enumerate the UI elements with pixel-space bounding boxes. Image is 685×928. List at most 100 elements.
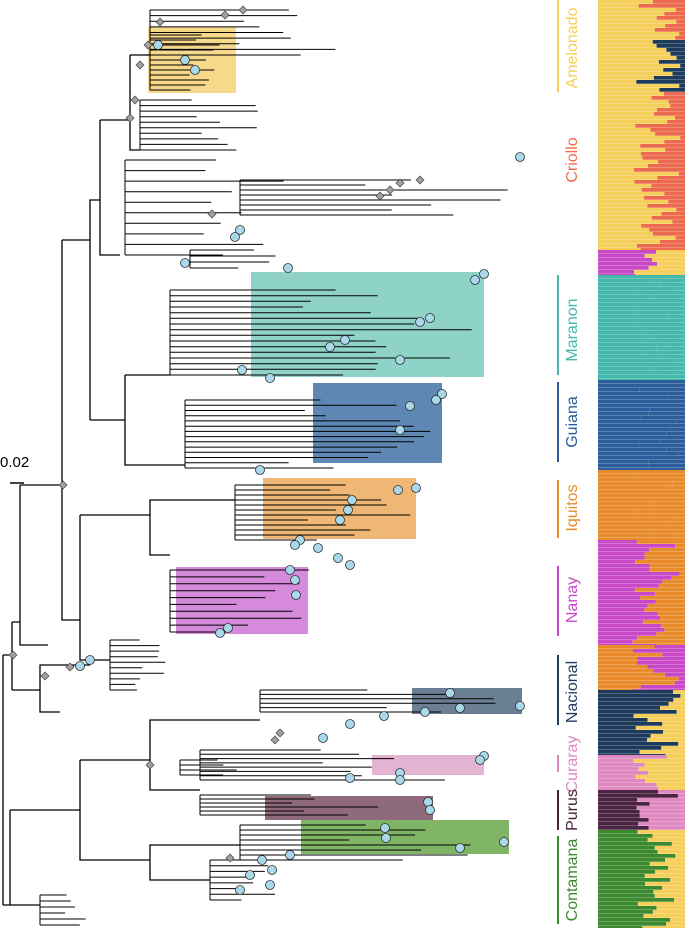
label-amelonado: Amelonado bbox=[564, 7, 581, 88]
ancestry-bar-secondary bbox=[670, 918, 685, 922]
ancestry-bar-secondary bbox=[653, 76, 685, 80]
tip-node-marker bbox=[318, 733, 328, 743]
ancestry-bar-primary bbox=[598, 200, 669, 204]
ancestry-bar-primary bbox=[598, 544, 676, 548]
ancestry-bar-primary bbox=[598, 814, 640, 818]
ancestry-bar-secondary bbox=[652, 232, 685, 236]
ancestry-bar-primary bbox=[598, 706, 661, 710]
ancestry-bar-secondary bbox=[648, 266, 685, 270]
ancestry-bar-secondary bbox=[647, 604, 685, 608]
ancestry-bar-secondary bbox=[654, 279, 685, 283]
ancestry-bar-primary bbox=[598, 886, 663, 890]
ancestry-bar-primary bbox=[598, 718, 648, 722]
ancestry-bar-primary bbox=[598, 661, 637, 665]
ancestry-bar-secondary bbox=[640, 596, 685, 600]
ancestry-bar-secondary bbox=[637, 661, 685, 665]
ancestry-bar-primary bbox=[598, 806, 637, 810]
tip-node-marker bbox=[455, 703, 465, 713]
label-purus: Purus bbox=[564, 789, 581, 831]
tip-node-marker bbox=[75, 661, 85, 671]
ancestry-bar-primary bbox=[598, 244, 637, 248]
ancestry-bar-secondary bbox=[648, 412, 685, 416]
tip-node-marker bbox=[437, 389, 447, 399]
ancestry-bar-secondary bbox=[664, 92, 685, 96]
ancestry-bar-primary bbox=[598, 665, 648, 669]
ancestry-bar-primary bbox=[598, 156, 643, 160]
clade-box-guiana bbox=[313, 383, 442, 463]
ancestry-bar-secondary bbox=[661, 212, 685, 216]
ancestry-bar-secondary bbox=[651, 96, 685, 100]
ancestry-bar-primary bbox=[598, 400, 679, 404]
bootstrap-diamond-markers bbox=[8, 5, 425, 863]
ancestry-bar-primary bbox=[598, 347, 657, 351]
ancestry-bar-primary bbox=[598, 596, 641, 600]
ancestry-bar-secondary bbox=[637, 830, 685, 834]
ancestry-bar-secondary bbox=[643, 351, 685, 355]
tip-node-marker bbox=[395, 355, 405, 365]
clade-highlights bbox=[148, 27, 522, 854]
ancestry-bar-primary bbox=[598, 32, 680, 36]
ancestry-bar-primary bbox=[598, 910, 653, 914]
ancestry-bar-primary bbox=[598, 834, 653, 838]
ancestry-bar-primary bbox=[598, 140, 665, 144]
ancestry-bar-primary bbox=[598, 100, 669, 104]
ancestry-bar-primary bbox=[598, 299, 644, 303]
ancestry-bar-secondary bbox=[676, 56, 685, 60]
ancestry-bar-secondary bbox=[639, 814, 685, 818]
ancestry-bar-secondary bbox=[654, 592, 685, 596]
ancestry-bar-secondary bbox=[658, 490, 685, 494]
ancestry-bar-secondary bbox=[634, 180, 685, 184]
ancestry-bar-primary bbox=[598, 291, 638, 295]
scale-bar: 0.02 bbox=[0, 454, 29, 484]
ancestry-bar-primary bbox=[598, 775, 636, 779]
diamond-node-marker bbox=[135, 60, 145, 70]
ancestry-bar-secondary bbox=[656, 632, 685, 636]
ancestry-bar-primary bbox=[598, 204, 648, 208]
ancestry-bar-secondary bbox=[634, 307, 685, 311]
ancestry-bar-secondary bbox=[652, 295, 685, 299]
ancestry-bar-secondary bbox=[671, 375, 685, 379]
diamond-node-marker bbox=[145, 760, 155, 770]
ancestry-bar-primary bbox=[598, 600, 656, 604]
ancestry-bar-secondary bbox=[668, 522, 685, 526]
label-criollo: Criollo bbox=[564, 137, 581, 182]
clade-box-nanay bbox=[176, 567, 308, 634]
ancestry-bar-primary bbox=[598, 794, 678, 798]
ancestry-bar-primary bbox=[598, 440, 661, 444]
tip-node-marker bbox=[291, 590, 301, 600]
ancestry-bar-primary bbox=[598, 184, 652, 188]
diamond-node-marker bbox=[155, 17, 165, 27]
branch-group bbox=[199, 794, 379, 816]
ancestry-bar-secondary bbox=[652, 910, 685, 914]
ancestry-bar-primary bbox=[598, 408, 650, 412]
ancestry-bar-primary bbox=[598, 236, 676, 240]
ancestry-bar-secondary bbox=[674, 898, 685, 902]
tip-node-marker bbox=[345, 719, 355, 729]
ancestry-bar-secondary bbox=[661, 746, 685, 750]
ancestry-bar-secondary bbox=[670, 104, 685, 108]
ancestry-bar-secondary bbox=[672, 482, 685, 486]
ancestry-bar-primary bbox=[598, 351, 644, 355]
tip-node-marker bbox=[255, 465, 265, 475]
ancestry-bar-primary bbox=[598, 396, 661, 400]
branch-group bbox=[169, 289, 472, 376]
group-labels: Amelonado Criollo Maranon Guiana Iquitos… bbox=[557, 0, 581, 924]
diamond-node-marker bbox=[415, 175, 425, 185]
ancestry-bar-secondary bbox=[657, 176, 685, 180]
tip-node-marker bbox=[395, 425, 405, 435]
ancestry-bar-primary bbox=[598, 176, 658, 180]
ancestry-bar-secondary bbox=[635, 726, 685, 730]
ancestry-bar-secondary bbox=[676, 710, 685, 714]
ancestry-bar-primary bbox=[598, 722, 663, 726]
ancestry-bar-secondary bbox=[675, 8, 685, 12]
branch-group bbox=[149, 34, 220, 91]
tip-node-marker bbox=[230, 232, 240, 242]
ancestry-bar-primary bbox=[598, 283, 660, 287]
ancestry-bar-primary bbox=[598, 88, 660, 92]
ancestry-bar-primary bbox=[598, 522, 669, 526]
ancestry-bar-primary bbox=[598, 339, 644, 343]
ancestry-bar-primary bbox=[598, 632, 657, 636]
ancestry-bar-secondary bbox=[678, 452, 685, 456]
ancestry-bar-secondary bbox=[662, 355, 685, 359]
ancestry-bar-primary bbox=[598, 498, 662, 502]
